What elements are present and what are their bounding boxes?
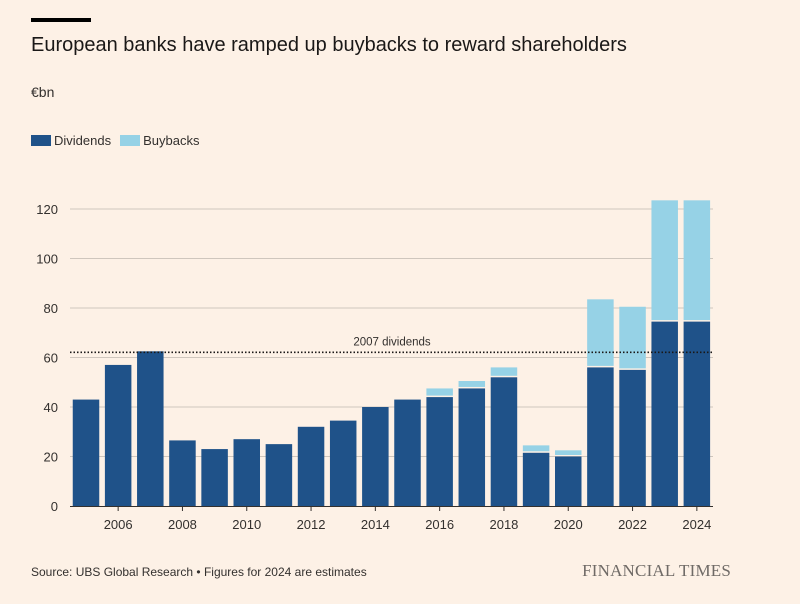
bar-dividends-2017	[458, 388, 486, 506]
x-tick-label: 2014	[361, 517, 390, 532]
y-tick-label: 20	[44, 450, 58, 465]
x-tick-label: 2016	[425, 517, 454, 532]
y-tick-label: 60	[44, 351, 58, 366]
bar-dividends-2020	[555, 456, 582, 506]
unit-label: €bn	[31, 84, 55, 100]
x-tick-label: 2020	[554, 517, 583, 532]
bar-buybacks-2020	[555, 450, 582, 455]
top-rule	[31, 18, 91, 22]
bar-dividends-2018	[490, 377, 518, 506]
bar-dividends-2013	[329, 420, 357, 506]
x-tick-label: 2012	[297, 517, 326, 532]
bar-dividends-2007	[137, 351, 164, 506]
y-tick-label: 80	[44, 301, 58, 316]
y-tick-label: 100	[36, 252, 58, 267]
bar-dividends-2021	[587, 367, 614, 506]
bar-dividends-2011	[265, 444, 293, 506]
bar-dividends-2014	[362, 407, 389, 506]
reference-line-label: 2007 dividends	[353, 336, 431, 348]
x-tick-label: 2008	[168, 517, 197, 532]
bar-dividends-2022	[619, 369, 646, 506]
bar-dividends-2005	[72, 399, 100, 506]
ft-brand-logo: FINANCIAL TIMES	[582, 561, 731, 580]
bar-buybacks-2018	[490, 367, 518, 376]
bar-buybacks-2021	[587, 299, 614, 366]
bar-dividends-2019	[522, 452, 550, 506]
legend-swatch-buybacks	[120, 135, 141, 146]
legend-label-dividends: Dividends	[54, 133, 112, 148]
x-tick-label: 2006	[104, 517, 133, 532]
y-tick-label: 120	[36, 202, 58, 217]
bar-dividends-2012	[297, 426, 325, 506]
bar-buybacks-2016	[426, 388, 453, 396]
bar-buybacks-2019	[522, 445, 550, 452]
bar-dividends-2023	[651, 321, 678, 506]
bar-buybacks-2023	[651, 200, 678, 321]
y-tick-label: 40	[44, 400, 58, 415]
bar-dividends-2009	[201, 449, 228, 506]
bar-dividends-2015	[394, 399, 421, 506]
bar-buybacks-2024	[683, 200, 711, 321]
x-tick-label: 2024	[682, 517, 711, 532]
bar-dividends-2016	[426, 397, 453, 506]
x-tick-label: 2018	[489, 517, 518, 532]
bar-dividends-2006	[104, 364, 132, 506]
legend-item-dividends: Dividends	[31, 133, 111, 148]
bar-dividends-2008	[169, 440, 196, 506]
bar-dividends-2010	[233, 439, 260, 506]
source-note: Source: UBS Global Research • Figures fo…	[31, 565, 367, 579]
legend-label-buybacks: Buybacks	[143, 133, 200, 148]
x-tick-label: 2010	[232, 517, 261, 532]
legend-item-buybacks: Buybacks	[120, 133, 199, 148]
bar-dividends-2024	[683, 321, 711, 506]
legend: Dividends Buybacks	[31, 133, 208, 148]
x-tick-label: 2022	[618, 517, 647, 532]
bar-buybacks-2022	[619, 306, 646, 369]
legend-swatch-dividends	[31, 135, 51, 146]
bar-buybacks-2017	[458, 381, 486, 387]
y-tick-label: 0	[51, 499, 58, 514]
chart-title: European banks have ramped up buybacks t…	[31, 34, 627, 56]
